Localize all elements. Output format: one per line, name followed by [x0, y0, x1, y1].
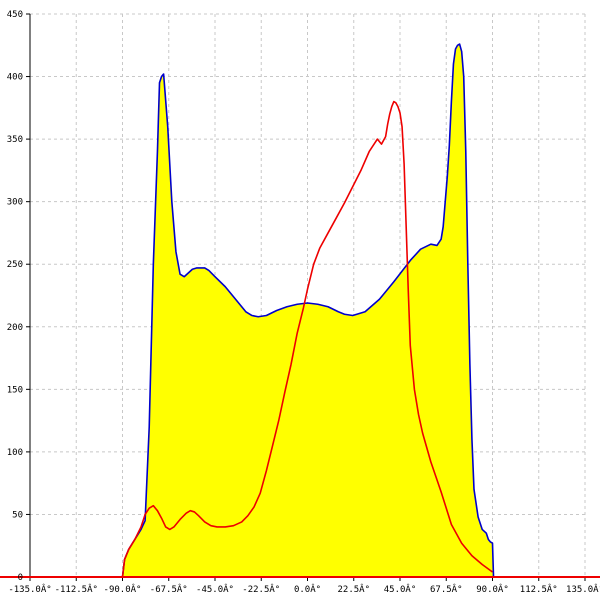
y-tick-label: 0: [18, 573, 23, 583]
y-tick-label: 400: [7, 73, 23, 83]
x-tick-label: 135.0Â°: [566, 583, 600, 595]
x-tick-label: 0.0Â°: [294, 583, 321, 595]
x-tick-label: 67.5Â°: [430, 583, 463, 595]
series-0-line: [121, 43, 495, 578]
x-tick-label: 112.5Â°: [520, 583, 558, 595]
y-tick-label: 450: [7, 10, 23, 20]
y-tick-label: 200: [7, 323, 23, 333]
x-tick-label: -90.0Â°: [104, 583, 142, 595]
series-lines-group: [121, 43, 495, 578]
y-tick-label: 350: [7, 135, 23, 145]
x-tick-label: 22.5Â°: [337, 583, 370, 595]
y-tick-label: 250: [7, 260, 23, 270]
tick-labels: -135.0Â° -112.5Â° -90.0Â° -67.5Â° -45.0Â° -22…: [7, 10, 600, 595]
series-0-area: [122, 44, 494, 577]
series-1-line: [121, 100, 493, 578]
area-fill-group: [122, 44, 494, 577]
x-tick-label: 45.0Â°: [384, 583, 417, 595]
axes: [0, 13, 600, 581]
y-tick-label: 100: [7, 448, 23, 458]
x-tick-label: -67.5Â°: [150, 583, 188, 595]
x-tick-label: 90.0Â°: [476, 583, 509, 595]
x-tick-label: -135.0Â°: [8, 583, 51, 595]
y-tick-label: 300: [7, 198, 23, 208]
x-tick-label: -45.0Â°: [196, 583, 234, 595]
y-tick-label: 150: [7, 385, 23, 395]
x-tick-label: -22.5Â°: [242, 583, 280, 595]
x-tick-label: -112.5Â°: [55, 583, 98, 595]
y-tick-label: 50: [12, 510, 23, 520]
